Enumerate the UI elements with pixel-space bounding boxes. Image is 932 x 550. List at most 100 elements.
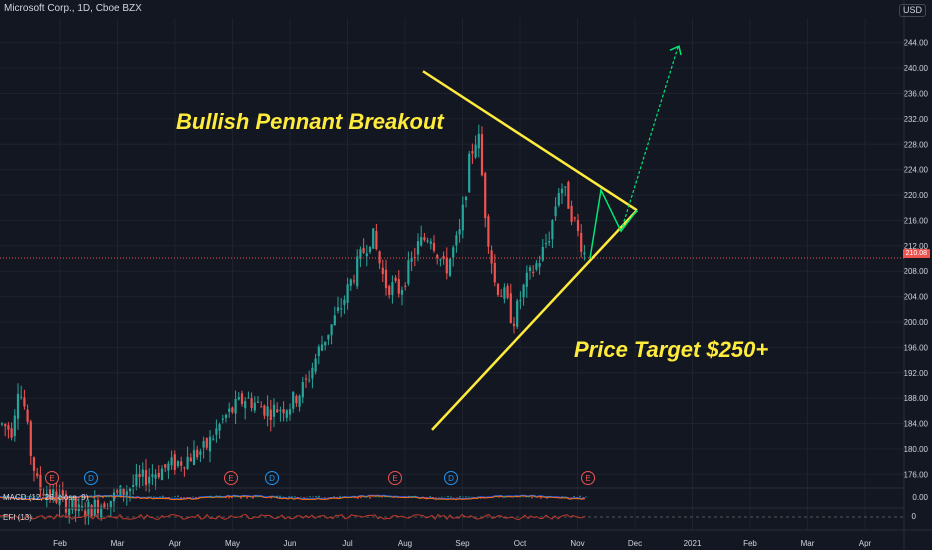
candle[interactable] (138, 465, 141, 488)
candle[interactable] (580, 224, 583, 258)
candle[interactable] (381, 259, 384, 283)
candle[interactable] (343, 295, 346, 314)
candle[interactable] (445, 247, 448, 280)
candle[interactable] (173, 450, 176, 475)
candle[interactable] (375, 223, 378, 251)
candle[interactable] (397, 270, 400, 298)
candle[interactable] (93, 490, 96, 518)
candle[interactable] (436, 253, 439, 265)
candle[interactable] (119, 484, 122, 498)
candle[interactable] (560, 183, 564, 204)
candle[interactable] (391, 275, 394, 304)
candle[interactable] (346, 277, 349, 310)
candle[interactable] (52, 484, 55, 503)
candle[interactable] (528, 265, 532, 280)
candle[interactable] (282, 401, 285, 422)
candle[interactable] (208, 429, 212, 463)
candle[interactable] (132, 474, 135, 495)
candle[interactable] (448, 258, 452, 278)
candle[interactable] (247, 391, 250, 399)
candle[interactable] (68, 499, 71, 524)
candle[interactable] (64, 490, 68, 517)
candle[interactable] (311, 362, 314, 389)
dividend-marker[interactable]: D (84, 471, 98, 485)
candle[interactable] (128, 487, 132, 502)
candle[interactable] (458, 218, 461, 243)
candle[interactable] (410, 251, 413, 272)
candle[interactable] (503, 283, 506, 304)
candle[interactable] (429, 238, 432, 250)
candle[interactable] (532, 265, 535, 277)
candle[interactable] (359, 246, 362, 268)
candle[interactable] (468, 150, 471, 193)
candle[interactable] (461, 196, 464, 239)
candle[interactable] (4, 423, 7, 437)
candle[interactable] (10, 422, 13, 441)
candle[interactable] (192, 440, 196, 466)
projection-target-line[interactable] (620, 46, 679, 232)
candle[interactable] (416, 233, 420, 262)
annotation-target[interactable]: Price Target $250+ (574, 337, 769, 362)
candle[interactable] (564, 186, 567, 197)
candle[interactable] (164, 463, 167, 473)
candle[interactable] (42, 488, 45, 497)
candle[interactable] (317, 344, 320, 365)
candle[interactable] (71, 498, 74, 514)
candle[interactable] (477, 124, 480, 158)
earnings-marker[interactable]: E (45, 471, 59, 485)
candle[interactable] (189, 453, 192, 462)
candle[interactable] (324, 341, 327, 351)
candle[interactable] (509, 283, 512, 324)
candle[interactable] (279, 406, 282, 422)
candle[interactable] (336, 296, 340, 314)
candle[interactable] (349, 278, 352, 291)
candle[interactable] (333, 306, 336, 326)
candle[interactable] (26, 404, 29, 425)
candle[interactable] (388, 284, 391, 299)
candle[interactable] (426, 237, 429, 244)
candle[interactable] (365, 244, 368, 267)
candle[interactable] (298, 394, 301, 412)
candle[interactable] (36, 467, 39, 479)
candle[interactable] (304, 374, 308, 389)
candle[interactable] (368, 246, 372, 255)
candle[interactable] (567, 180, 570, 209)
candle[interactable] (260, 401, 263, 408)
candle[interactable] (413, 247, 416, 267)
candle[interactable] (292, 390, 295, 413)
candle[interactable] (32, 456, 36, 482)
candle[interactable] (378, 250, 381, 269)
candle[interactable] (362, 238, 365, 254)
candle[interactable] (253, 396, 256, 413)
candle[interactable] (432, 235, 436, 253)
candle[interactable] (276, 402, 279, 413)
candle[interactable] (0, 422, 4, 427)
candle[interactable] (186, 446, 189, 470)
efi-label[interactable]: EFI (13) (3, 513, 32, 522)
candle[interactable] (7, 422, 10, 439)
candle[interactable] (154, 469, 157, 490)
candle[interactable] (218, 422, 221, 439)
candle[interactable] (404, 282, 407, 291)
candle[interactable] (442, 251, 445, 265)
candle[interactable] (464, 195, 468, 208)
candle[interactable] (320, 335, 324, 352)
candle[interactable] (314, 353, 317, 375)
candle[interactable] (522, 283, 525, 306)
candle[interactable] (496, 282, 500, 297)
candle[interactable] (516, 298, 519, 329)
candle[interactable] (13, 409, 16, 442)
candle[interactable] (420, 225, 423, 247)
candle[interactable] (330, 324, 333, 345)
candle[interactable] (202, 436, 205, 459)
candle[interactable] (484, 171, 487, 228)
candle[interactable] (548, 231, 551, 246)
currency-badge[interactable]: USD (898, 4, 926, 17)
candle[interactable] (493, 254, 496, 287)
candle[interactable] (250, 392, 253, 412)
candle[interactable] (327, 334, 330, 346)
candle[interactable] (196, 445, 199, 460)
candle[interactable] (407, 251, 410, 287)
candle[interactable] (160, 465, 164, 481)
